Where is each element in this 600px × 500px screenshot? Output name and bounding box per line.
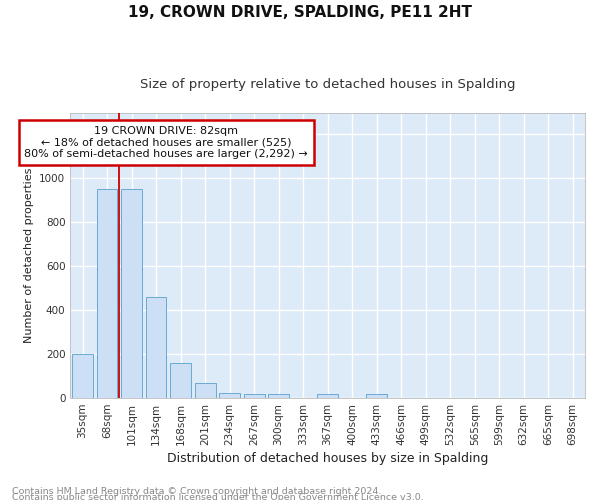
Bar	[170, 363, 191, 398]
Bar	[219, 392, 240, 398]
Bar	[146, 297, 166, 398]
Text: Contains HM Land Registry data © Crown copyright and database right 2024.: Contains HM Land Registry data © Crown c…	[12, 486, 382, 496]
Y-axis label: Number of detached properties: Number of detached properties	[23, 168, 34, 343]
Bar	[317, 394, 338, 398]
Bar	[366, 394, 387, 398]
Text: 19 CROWN DRIVE: 82sqm
← 18% of detached houses are smaller (525)
80% of semi-det: 19 CROWN DRIVE: 82sqm ← 18% of detached …	[24, 126, 308, 159]
Bar	[97, 190, 118, 398]
Bar	[194, 382, 215, 398]
Text: 19, CROWN DRIVE, SPALDING, PE11 2HT: 19, CROWN DRIVE, SPALDING, PE11 2HT	[128, 5, 472, 20]
Bar	[268, 394, 289, 398]
Text: Contains public sector information licensed under the Open Government Licence v3: Contains public sector information licen…	[12, 492, 424, 500]
Bar	[121, 190, 142, 398]
Title: Size of property relative to detached houses in Spalding: Size of property relative to detached ho…	[140, 78, 515, 90]
Bar	[72, 354, 93, 398]
X-axis label: Distribution of detached houses by size in Spalding: Distribution of detached houses by size …	[167, 452, 488, 465]
Bar	[244, 394, 265, 398]
